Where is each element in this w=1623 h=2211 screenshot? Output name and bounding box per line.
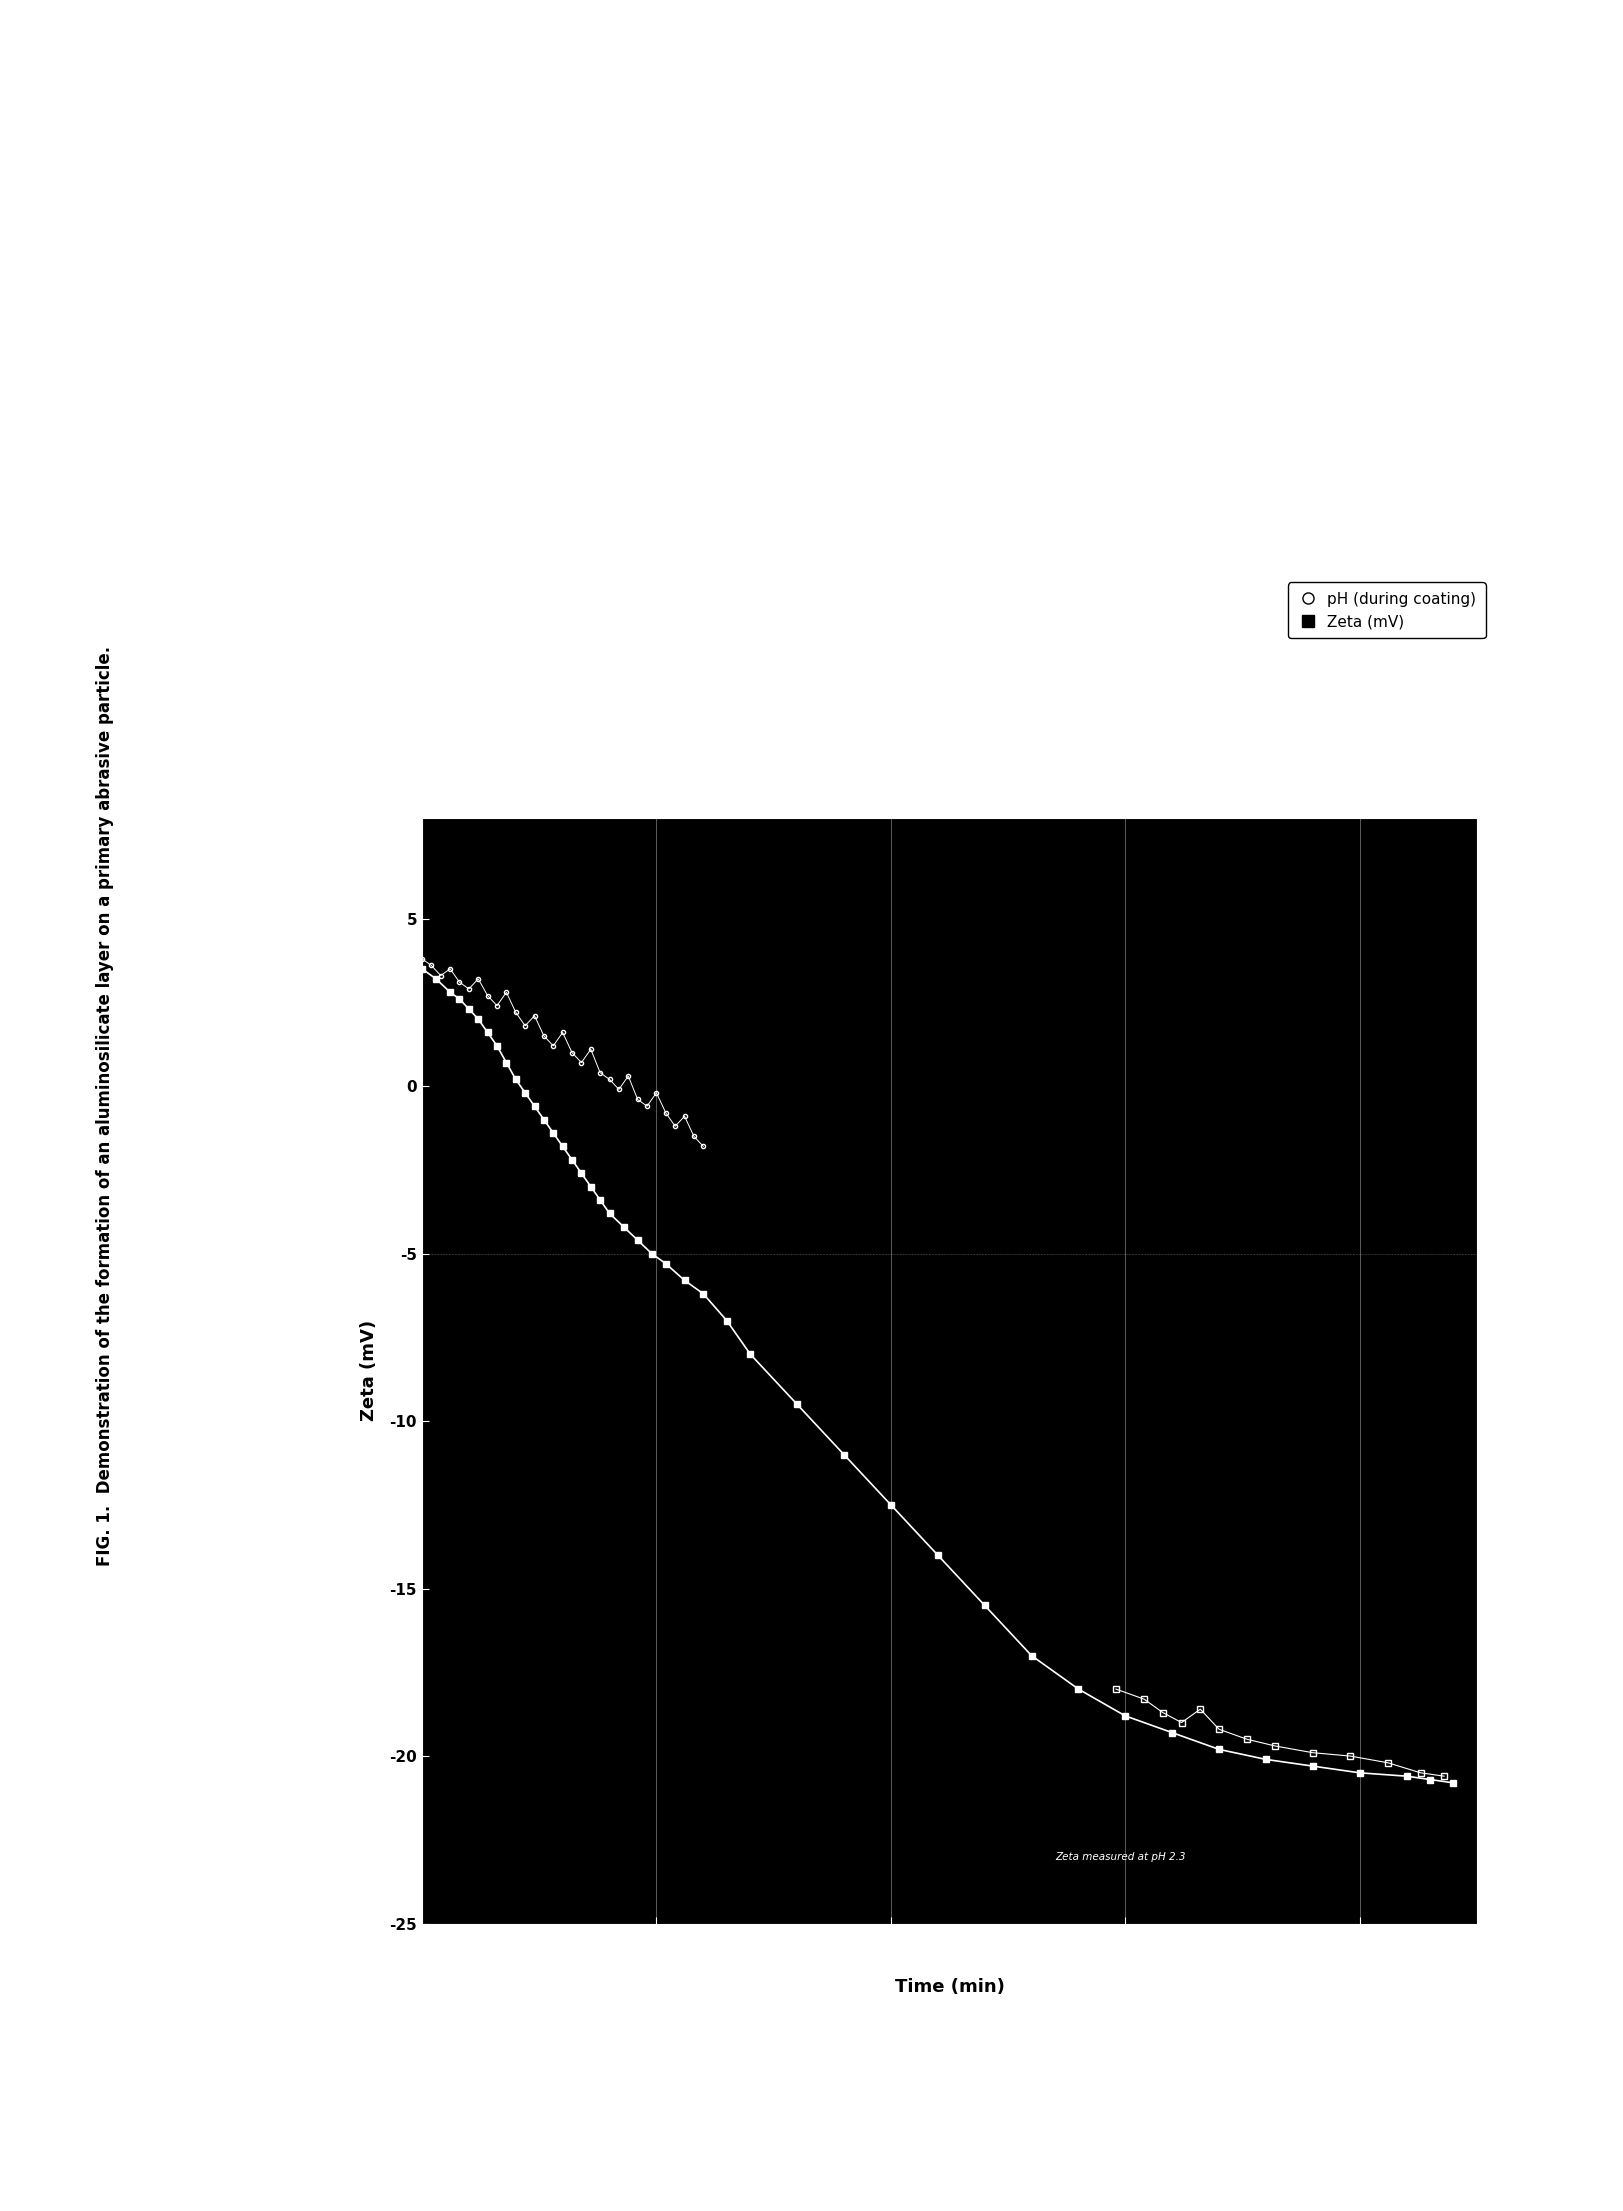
Legend: pH (during coating), Zeta (mV): pH (during coating), Zeta (mV) [1287, 581, 1485, 639]
Y-axis label: Zeta (mV): Zeta (mV) [360, 1320, 378, 1422]
X-axis label: Time (min): Time (min) [894, 1979, 1005, 1997]
Text: Zeta measured at pH 2.3: Zeta measured at pH 2.3 [1055, 1851, 1185, 1862]
Text: FIG. 1.  Demonstration of the formation of an aluminosilicate layer on a primary: FIG. 1. Demonstration of the formation o… [96, 646, 115, 1565]
